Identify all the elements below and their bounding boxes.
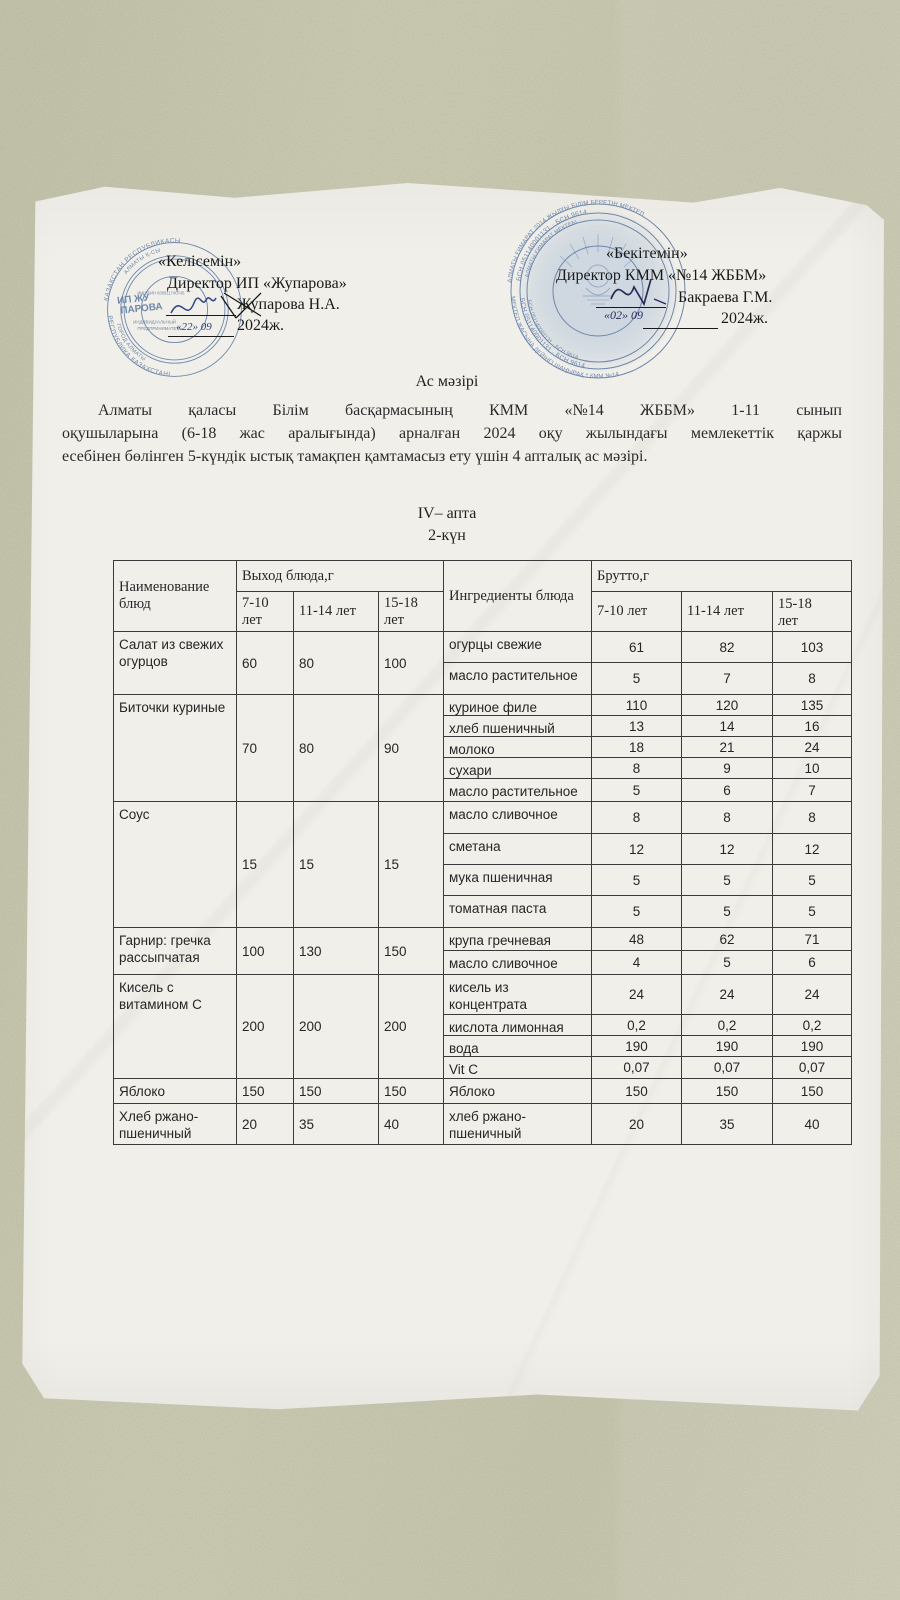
svg-text:«02» 09: «02» 09: [604, 308, 643, 322]
svg-text:«22» 09: «22» 09: [176, 321, 212, 333]
svg-text:РЕСПУБЛИКА КАЗАХСТАНІ: РЕСПУБЛИКА КАЗАХСТАНІ: [106, 315, 171, 378]
